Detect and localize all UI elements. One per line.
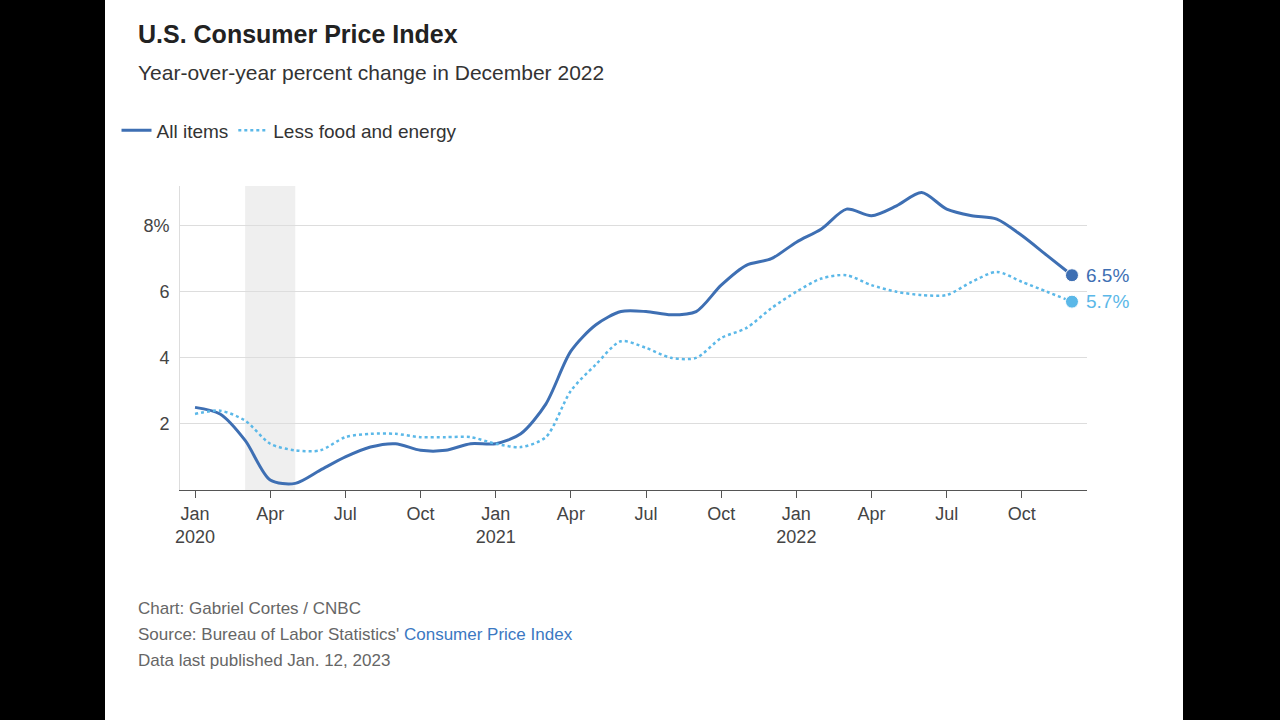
html-text:U.S. Consumer Price Index: U.S. Consumer Price Index — [138, 20, 458, 48]
svg-text:Oct: Oct — [407, 504, 435, 524]
svg-text:Oct: Oct — [707, 504, 735, 524]
html-text:Chart: Gabriel Cortes / CNBC: Chart: Gabriel Cortes / CNBC — [138, 599, 361, 618]
svg-text:Less food and energy: Less food and energy — [273, 121, 456, 142]
svg-text:8%: 8% — [143, 216, 169, 236]
svg-text:5.7%: 5.7% — [1086, 291, 1129, 312]
svg-text:Apr: Apr — [858, 504, 886, 524]
svg-text:Jan2022: Jan2022 — [776, 504, 816, 547]
svg-text:4: 4 — [159, 348, 169, 368]
html-text:Data last published Jan. 12, 2: Data last published Jan. 12, 2023 — [138, 651, 391, 670]
svg-text:Jul: Jul — [334, 504, 357, 524]
svg-text:Jan2020: Jan2020 — [175, 504, 215, 547]
html-text:Year-over-year percent change: Year-over-year percent change in Decembe… — [138, 61, 605, 84]
svg-text:Apr: Apr — [557, 504, 585, 524]
svg-text:Jul: Jul — [935, 504, 958, 524]
svg-text:2: 2 — [159, 414, 169, 434]
svg-text:Jul: Jul — [635, 504, 658, 524]
svg-text:Oct: Oct — [1008, 504, 1036, 524]
svg-text:Jan2021: Jan2021 — [476, 504, 516, 547]
svg-text:All items: All items — [157, 121, 229, 142]
svg-text:6.5%: 6.5% — [1086, 265, 1129, 286]
html-text:Source: Bureau of Labor Statis: Source: Bureau of Labor Statistics' Cons… — [138, 625, 573, 644]
svg-text:6: 6 — [159, 282, 169, 302]
svg-text:Apr: Apr — [256, 504, 284, 524]
